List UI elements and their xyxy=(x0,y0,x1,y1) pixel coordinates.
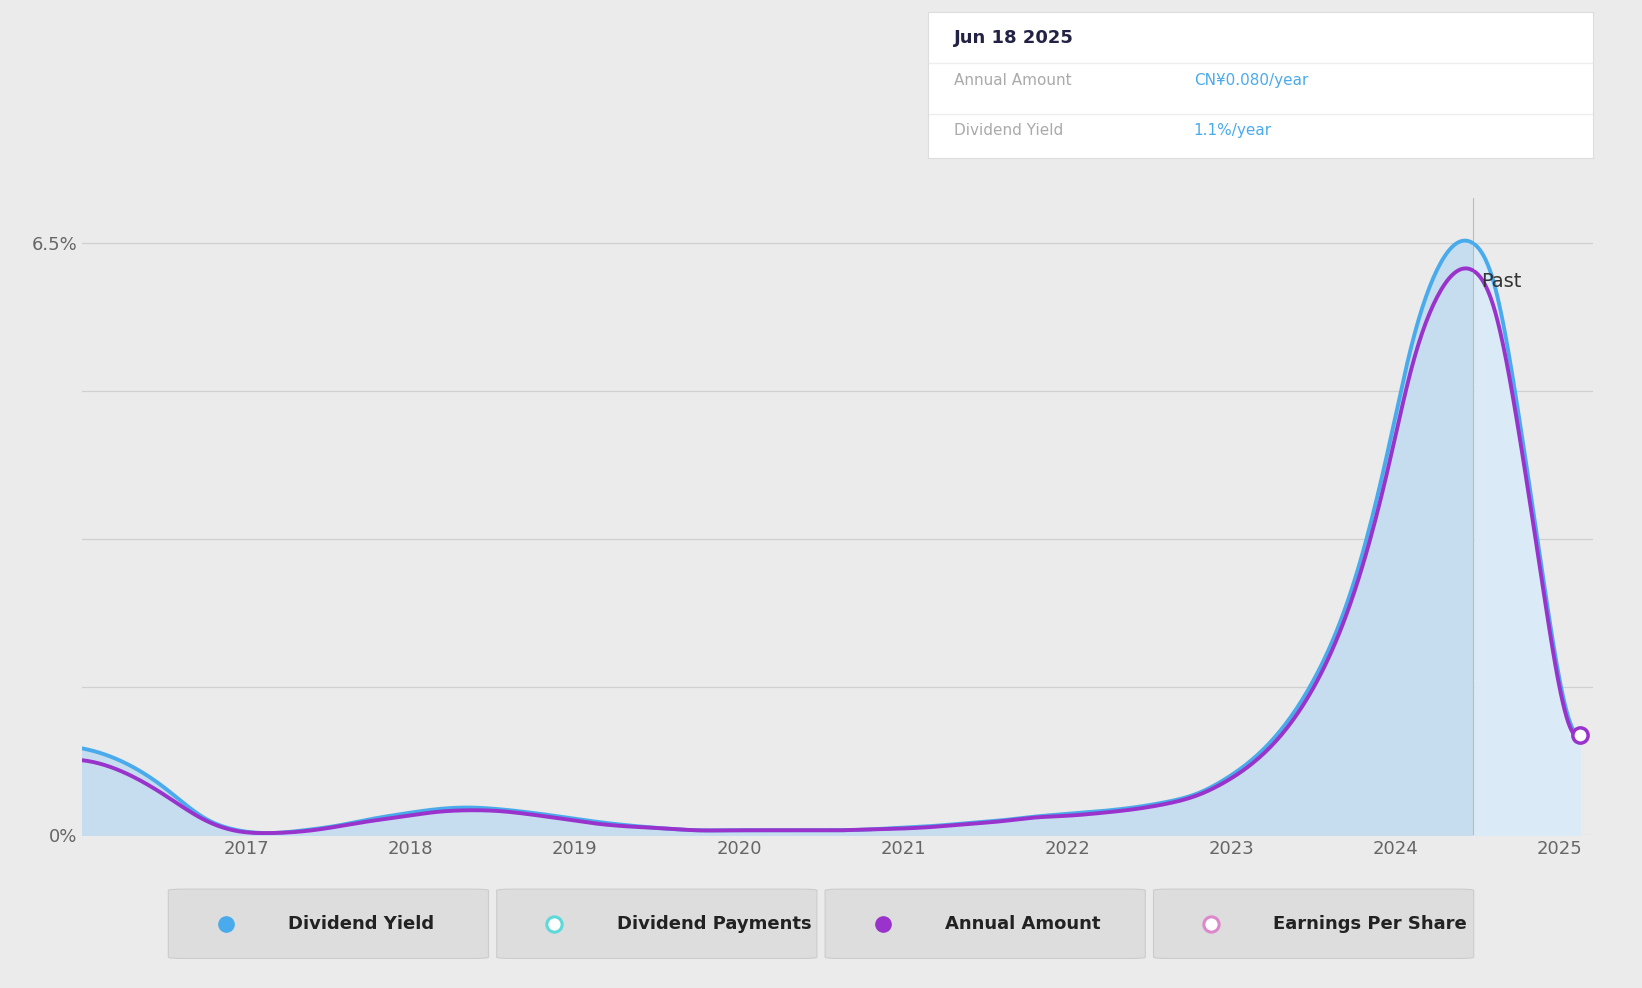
Text: Dividend Yield: Dividend Yield xyxy=(289,915,433,933)
Text: 1.1%/year: 1.1%/year xyxy=(1194,123,1273,138)
FancyBboxPatch shape xyxy=(496,889,816,958)
Text: Annual Amount: Annual Amount xyxy=(946,915,1100,933)
Text: Annual Amount: Annual Amount xyxy=(954,73,1072,88)
FancyBboxPatch shape xyxy=(169,889,489,958)
Text: Earnings Per Share: Earnings Per Share xyxy=(1274,915,1466,933)
Text: CN¥0.080/year: CN¥0.080/year xyxy=(1194,73,1309,88)
Text: Dividend Payments: Dividend Payments xyxy=(617,915,811,933)
FancyBboxPatch shape xyxy=(824,889,1146,958)
Text: Jun 18 2025: Jun 18 2025 xyxy=(954,30,1074,47)
Text: Dividend Yield: Dividend Yield xyxy=(954,123,1064,138)
Text: Past: Past xyxy=(1481,273,1522,291)
FancyBboxPatch shape xyxy=(1153,889,1475,958)
